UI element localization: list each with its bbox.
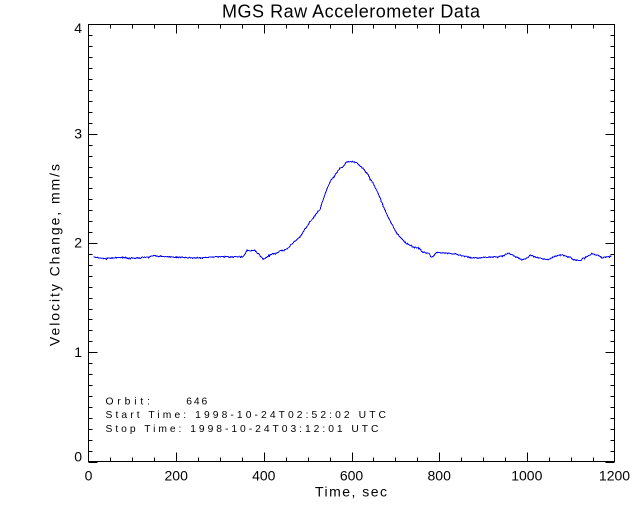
svg-text:1200: 1200 [599, 468, 630, 484]
svg-text:2: 2 [74, 235, 82, 251]
svg-text:Start Time: 1998-10-24T02:52:0: Start Time: 1998-10-24T02:52:02 UTC [106, 410, 387, 421]
svg-text:4: 4 [74, 20, 82, 36]
svg-text:MGS Raw Accelerometer Data: MGS Raw Accelerometer Data [222, 2, 481, 22]
svg-text:646: 646 [186, 396, 207, 407]
svg-text:200: 200 [165, 468, 189, 484]
svg-text:1000: 1000 [511, 468, 542, 484]
svg-text:800: 800 [428, 468, 452, 484]
svg-text:0: 0 [74, 449, 82, 465]
svg-text:3: 3 [74, 125, 82, 141]
svg-text:Stop Time: 1998-10-24T03:12:01: Stop Time: 1998-10-24T03:12:01 UTC [106, 424, 380, 435]
svg-text:Orbit:: Orbit: [106, 396, 151, 407]
svg-text:0: 0 [85, 468, 93, 484]
svg-text:600: 600 [340, 468, 364, 484]
svg-text:400: 400 [252, 468, 276, 484]
svg-text:1: 1 [74, 344, 82, 360]
svg-text:Velocity Change, mm/s: Velocity Change, mm/s [47, 164, 63, 346]
svg-text:Time, sec: Time, sec [315, 484, 387, 500]
